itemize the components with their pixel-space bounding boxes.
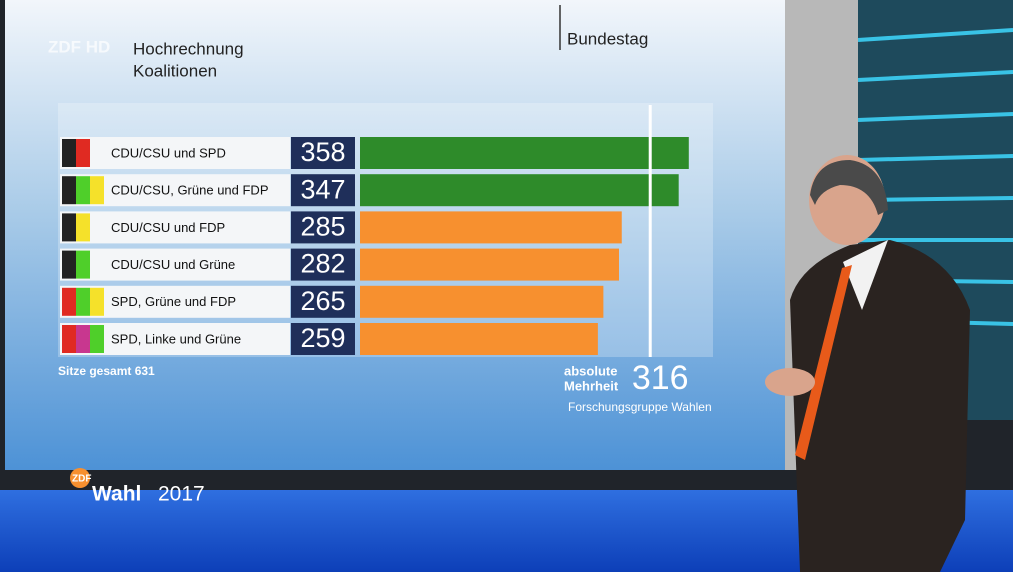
party-swatch	[90, 325, 104, 353]
value-box	[291, 174, 355, 207]
party-swatch	[76, 213, 90, 242]
threshold-label: Mehrheit	[564, 378, 619, 393]
value-box	[291, 211, 355, 244]
logo-word: Wahl	[92, 483, 141, 506]
bar	[360, 285, 604, 318]
party-swatch	[62, 213, 76, 242]
bar	[360, 137, 689, 169]
value-label: 265	[300, 286, 345, 316]
show-logo: ZDF Wahl 2017	[70, 468, 205, 506]
value-label: 347	[300, 174, 345, 204]
note: Sitze gesamt 631	[58, 364, 155, 378]
bar	[360, 211, 622, 244]
category-label: CDU/CSU und Grüne	[111, 257, 235, 272]
value-label: 282	[300, 249, 345, 279]
category-label: CDU/CSU und SPD	[111, 145, 226, 160]
label-box	[60, 248, 290, 281]
value-label: 285	[300, 212, 345, 242]
bar	[360, 323, 598, 355]
party-swatch	[62, 176, 76, 205]
header: Bundestag	[567, 29, 648, 48]
value-label: 358	[300, 137, 345, 167]
category-label: CDU/CSU, Grüne und FDP	[111, 183, 269, 198]
party-swatch	[76, 325, 90, 353]
chart-title: Hochrechnung	[133, 39, 244, 58]
bar	[360, 248, 619, 281]
value-label: 259	[300, 323, 345, 353]
logo-year: 2017	[158, 483, 205, 506]
bar	[360, 174, 679, 207]
value-box	[291, 137, 355, 169]
label-box	[60, 137, 290, 169]
party-swatch	[62, 325, 76, 353]
chart-subtitle: Koalitionen	[133, 61, 217, 80]
value-box	[291, 323, 355, 355]
party-swatch	[90, 287, 104, 316]
presenter	[765, 155, 970, 572]
threshold-label: absolute	[564, 363, 617, 378]
party-swatch	[76, 250, 90, 279]
threshold-value: 316	[632, 359, 689, 397]
category-label: SPD, Grüne und FDP	[111, 294, 236, 309]
label-box	[60, 211, 290, 244]
party-swatch	[76, 176, 90, 205]
value-box	[291, 285, 355, 318]
party-swatch	[76, 287, 90, 316]
source: Forschungsgruppe Wahlen	[568, 400, 712, 414]
value-box	[291, 248, 355, 281]
party-swatch	[90, 176, 104, 205]
party-swatch	[62, 250, 76, 279]
channel-logo: ZDF HD	[48, 37, 110, 56]
party-swatch	[62, 287, 76, 316]
category-label: SPD, Linke und Grüne	[111, 331, 241, 346]
party-swatch	[76, 139, 90, 167]
logo-brand: ZDF	[72, 474, 91, 485]
party-swatch	[62, 139, 76, 167]
category-label: CDU/CSU und FDP	[111, 220, 225, 235]
